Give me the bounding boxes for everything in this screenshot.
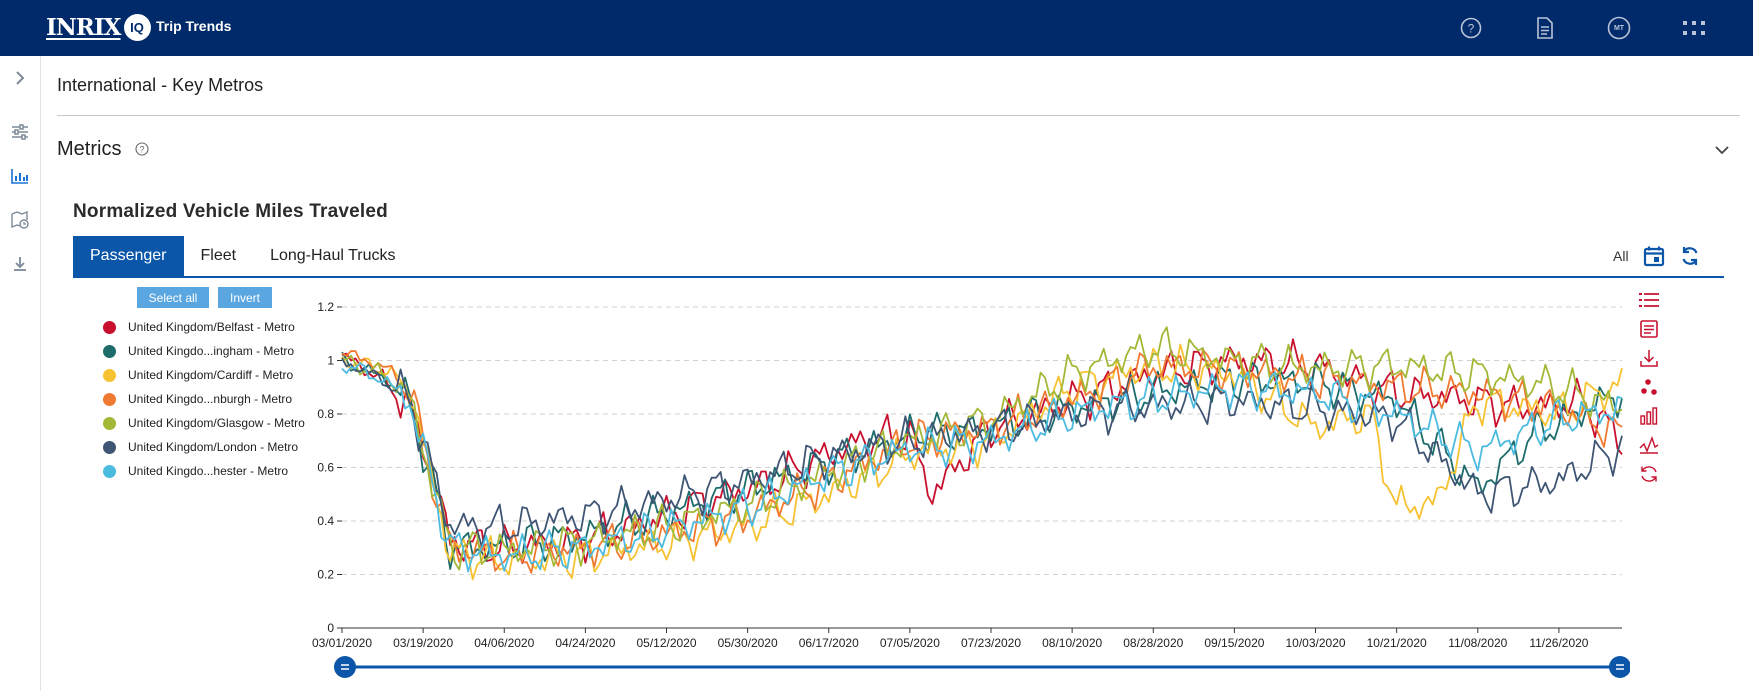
- legend-label: United Kingdo...hester - Metro: [128, 464, 289, 478]
- y-tick-label: 0.8: [317, 407, 334, 421]
- page-title: International - Key Metros: [57, 75, 264, 95]
- top-bar: INRIX IQ Trip Trends ? MT: [0, 0, 1753, 56]
- tab-underline: [73, 276, 1724, 278]
- legend-label: United Kingdom/Belfast - Metro: [128, 320, 295, 334]
- line-chart-icon[interactable]: [1637, 433, 1661, 457]
- x-tick-label: 10/21/2020: [1367, 636, 1427, 650]
- map-clock-icon[interactable]: [9, 209, 31, 231]
- tab-long-haul-trucks[interactable]: Long-Haul Trucks: [270, 247, 396, 264]
- x-tick-label: 09/15/2020: [1204, 636, 1264, 650]
- filter-sliders-icon[interactable]: [9, 121, 31, 143]
- series-line[interactable]: [341, 343, 1623, 581]
- y-tick-label: 0.6: [317, 461, 334, 475]
- x-tick-label: 04/06/2020: [474, 636, 534, 650]
- user-initials: MT: [1613, 24, 1625, 32]
- svg-text:?: ?: [139, 145, 144, 155]
- collapse-chevron-icon[interactable]: [1712, 140, 1732, 160]
- calendar-icon[interactable]: [1643, 245, 1665, 267]
- header-divider: [57, 115, 1740, 116]
- legend-swatch: [103, 464, 116, 478]
- refresh-icon[interactable]: [1679, 245, 1701, 267]
- chart-legend: United Kingdom/Belfast - Metro United Kin…: [103, 315, 305, 483]
- y-tick-label: 1: [327, 354, 334, 368]
- legend-item[interactable]: United Kingdo...nburgh - Metro: [103, 387, 305, 411]
- chart-tools: [1637, 288, 1661, 491]
- metrics-heading: Metrics: [57, 138, 122, 160]
- x-tick-label: 04/24/2020: [555, 636, 615, 650]
- vehicle-type-tabs: Passenger Fleet Long-Haul Trucks: [73, 236, 412, 276]
- series-line[interactable]: [341, 357, 1623, 548]
- y-tick-label: 0.2: [317, 568, 334, 582]
- x-tick-label: 08/28/2020: [1123, 636, 1183, 650]
- x-tick-label: 06/17/2020: [799, 636, 859, 650]
- x-tick-label: 10/03/2020: [1285, 636, 1345, 650]
- legend-item[interactable]: United Kingdo...ingham - Metro: [103, 339, 305, 363]
- legend-label: United Kingdom/Glasgow - Metro: [128, 416, 305, 430]
- user-avatar-icon[interactable]: MT: [1605, 14, 1633, 42]
- series-line[interactable]: [341, 362, 1623, 573]
- series-line[interactable]: [341, 326, 1623, 571]
- svg-text:?: ?: [1468, 22, 1475, 36]
- text-doc-icon[interactable]: [1637, 317, 1661, 341]
- y-tick-label: 1.2: [317, 300, 334, 314]
- tab-passenger[interactable]: Passenger: [73, 236, 184, 276]
- app-title: Trip Trends: [156, 18, 232, 34]
- apps-grid-icon[interactable]: [1680, 14, 1708, 42]
- legend-swatch: [103, 416, 116, 430]
- x-tick-label: 08/10/2020: [1042, 636, 1102, 650]
- legend-label: United Kingdo...nburgh - Metro: [128, 392, 293, 406]
- x-tick-label: 03/01/2020: [312, 636, 372, 650]
- legend-label: United Kingdom/London - Metro: [128, 440, 299, 454]
- legend-item[interactable]: United Kingdom/Cardiff - Metro: [103, 363, 305, 387]
- legend-item[interactable]: United Kingdom/London - Metro: [103, 435, 305, 459]
- reset-icon[interactable]: [1637, 462, 1661, 486]
- inrix-logo[interactable]: INRIX IQ: [46, 13, 151, 41]
- legend-swatch: [103, 440, 116, 454]
- line-chart: 0 0.2 0.4 0.6 0.8 1 1.2 03/01/2020 03/19/2020 04/…: [312, 300, 1630, 678]
- bar-chart-icon[interactable]: [1637, 404, 1661, 428]
- x-tick-label: 07/23/2020: [961, 636, 1021, 650]
- list-icon[interactable]: [1637, 288, 1661, 312]
- legend-swatch: [103, 320, 116, 334]
- x-tick-label: 11/26/2020: [1529, 636, 1588, 650]
- x-tick-label: 11/08/2020: [1448, 636, 1507, 650]
- logo-badge: IQ: [123, 13, 151, 41]
- x-tick-label: 07/05/2020: [880, 636, 940, 650]
- legend-label: United Kingdo...ingham - Metro: [128, 344, 295, 358]
- tab-fleet[interactable]: Fleet: [200, 247, 237, 264]
- x-tick-label: 05/30/2020: [718, 636, 778, 650]
- help-icon[interactable]: ?: [1457, 14, 1485, 42]
- logo-wordmark: INRIX: [46, 13, 122, 41]
- legend-label: United Kingdom/Cardiff - Metro: [128, 368, 294, 382]
- slider-handle-knob: [1609, 656, 1630, 678]
- left-sidebar: [0, 56, 41, 691]
- document-icon[interactable]: [1531, 14, 1559, 42]
- metrics-help-icon[interactable]: ?: [135, 142, 149, 156]
- slider-handle-knob: [334, 656, 356, 678]
- select-all-button[interactable]: Select all: [137, 287, 209, 308]
- x-tick-label: 05/12/2020: [636, 636, 696, 650]
- legend-swatch: [103, 392, 116, 406]
- download-icon[interactable]: [9, 253, 31, 275]
- y-tick-label: 0: [327, 621, 334, 635]
- legend-item[interactable]: United Kingdom/Belfast - Metro: [103, 315, 305, 339]
- download-icon[interactable]: [1637, 346, 1661, 370]
- scatter-icon[interactable]: [1637, 375, 1661, 399]
- legend-item[interactable]: United Kingdom/Glasgow - Metro: [103, 411, 305, 435]
- expand-chevron-icon[interactable]: [9, 67, 31, 89]
- legend-item[interactable]: United Kingdo...hester - Metro: [103, 459, 305, 483]
- chart-title: Normalized Vehicle Miles Traveled: [73, 201, 388, 222]
- range-slider-start-handle[interactable]: [334, 656, 356, 678]
- date-range-label: All: [1613, 248, 1629, 264]
- invert-button[interactable]: Invert: [218, 287, 272, 308]
- x-tick-label: 03/19/2020: [393, 636, 453, 650]
- y-tick-label: 0.4: [317, 514, 334, 528]
- range-slider-end-handle[interactable]: [1609, 656, 1630, 678]
- legend-swatch: [103, 344, 116, 358]
- chart-icon[interactable]: [9, 165, 31, 187]
- legend-swatch: [103, 368, 116, 382]
